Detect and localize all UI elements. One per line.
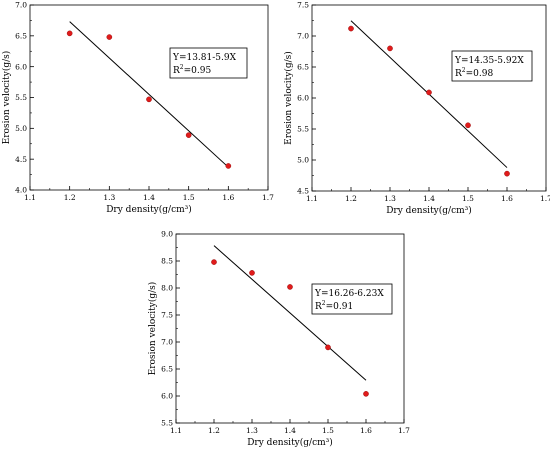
r-squared-superscript: 2 <box>462 67 466 74</box>
x-tick-label: 1.5 <box>462 194 474 203</box>
fit-equation: Y=16.26-6.23X <box>314 289 384 299</box>
y-tick-label: 4.5 <box>297 187 309 196</box>
fit-line <box>69 21 229 168</box>
x-axis-title: Dry density(g/cm³) <box>247 437 333 448</box>
r-squared-prefix: R <box>315 302 322 312</box>
data-point <box>185 132 192 138</box>
plot-frame <box>311 4 547 192</box>
x-tick-label: 1.3 <box>103 193 115 202</box>
data-point <box>249 270 255 276</box>
r-squared-prefix: R <box>173 66 180 76</box>
x-tick-label: 1.3 <box>384 194 396 203</box>
x-tick-label: 1.1 <box>170 426 182 435</box>
x-tick-label: 1.4 <box>284 426 296 435</box>
y-tick-label: 7.0 <box>15 1 27 10</box>
x-tick-label: 1.7 <box>398 426 410 435</box>
y-tick-label: 6.5 <box>15 31 27 40</box>
x-tick-label: 1.1 <box>24 193 36 202</box>
y-tick-label: 7.0 <box>161 338 173 347</box>
data-point <box>106 34 113 40</box>
y-axis-title: Erosion velocity(g/s) <box>283 51 294 145</box>
data-point <box>387 45 393 52</box>
y-tick-label: 6.0 <box>297 94 309 103</box>
y-tick-label: 9.0 <box>161 230 173 239</box>
data-point <box>465 122 471 129</box>
y-tick-label: 8.5 <box>161 257 173 266</box>
y-tick-label: 4.5 <box>15 155 27 164</box>
r-squared-value: =0.98 <box>466 69 494 79</box>
chart-panel-2: 1.1 1.2 1.3 1.4 1.5 1.6 1.7 4.5 5.0 5.5 6.0 6.5 7.0 7… <box>283 1 550 216</box>
y-tick-label: 8.0 <box>161 284 173 293</box>
r-squared-value: =0.95 <box>184 66 212 76</box>
x-tick-label: 1.7 <box>540 194 550 203</box>
chart-panel-3: 1.1 1.2 1.3 1.4 1.5 1.6 1.7 5.5 6.0 6.5 7.0 7.5 8.0 8… <box>147 230 410 448</box>
equation-box <box>451 50 533 82</box>
r-squared-superscript: 2 <box>322 300 326 307</box>
data-point <box>66 30 73 37</box>
data-point <box>146 96 152 103</box>
fit-equation: Y=13.81-5.9X <box>172 53 237 63</box>
x-tick-label: 1.2 <box>208 426 220 435</box>
fit-equation: Y=14.35-5.92X <box>454 56 524 66</box>
y-tick-label: 6.0 <box>15 62 27 71</box>
equation-box <box>311 283 393 315</box>
data-point <box>363 391 369 397</box>
x-axis-title: Dry density(g/cm³) <box>386 205 472 216</box>
r-squared: R2=0.91 <box>315 300 353 312</box>
data-point <box>211 259 217 265</box>
y-tick-label: 6.5 <box>161 365 173 374</box>
r-squared: R2=0.95 <box>173 64 211 76</box>
data-point <box>426 89 432 96</box>
data-point <box>325 344 331 351</box>
chart-panel-1: 1.1 1.2 1.3 1.4 1.5 1.6 1.7 4.0 4.5 5.0 5.5 6.0 6.5 7… <box>1 1 274 215</box>
data-point <box>287 284 293 290</box>
r-squared-superscript: 2 <box>180 64 184 71</box>
y-tick-label: 6.0 <box>161 392 173 401</box>
x-tick-label: 1.2 <box>64 193 76 202</box>
y-tick-label: 6.5 <box>297 63 309 72</box>
y-tick-label: 5.5 <box>297 125 309 134</box>
plot-frame <box>175 233 405 424</box>
x-tick-label: 1.6 <box>501 194 513 203</box>
x-tick-label: 1.4 <box>423 194 435 203</box>
y-axis-title: Erosion velocity(g/s) <box>1 51 12 145</box>
data-point <box>504 170 510 177</box>
y-axis-title: Erosion velocity(g/s) <box>147 282 158 376</box>
data-point <box>225 163 232 169</box>
y-tick-label: 5.0 <box>297 156 309 165</box>
x-tick-label: 1.1 <box>306 194 318 203</box>
x-tick-label: 1.7 <box>262 193 274 202</box>
y-tick-label: 7.0 <box>297 32 309 41</box>
r-squared-value: =0.91 <box>326 302 354 312</box>
r-squared-prefix: R <box>455 69 462 79</box>
y-tick-label: 5.5 <box>15 93 27 102</box>
x-tick-label: 1.2 <box>345 194 357 203</box>
x-tick-label: 1.5 <box>183 193 195 202</box>
data-point <box>348 25 354 32</box>
fit-line <box>213 245 367 381</box>
x-tick-label: 1.4 <box>143 193 155 202</box>
y-tick-label: 5.5 <box>161 419 173 428</box>
x-tick-label: 1.6 <box>222 193 234 202</box>
equation-box <box>169 47 248 79</box>
x-axis-title: Dry density(g/cm³) <box>106 204 192 215</box>
y-tick-label: 7.5 <box>297 1 309 10</box>
x-tick-label: 1.3 <box>246 426 258 435</box>
x-tick-label: 1.6 <box>360 426 372 435</box>
y-tick-label: 4.0 <box>15 186 27 195</box>
y-tick-label: 7.5 <box>161 311 173 320</box>
y-tick-label: 5.0 <box>15 124 27 133</box>
r-squared: R2=0.98 <box>455 67 493 79</box>
x-tick-label: 1.5 <box>322 426 334 435</box>
